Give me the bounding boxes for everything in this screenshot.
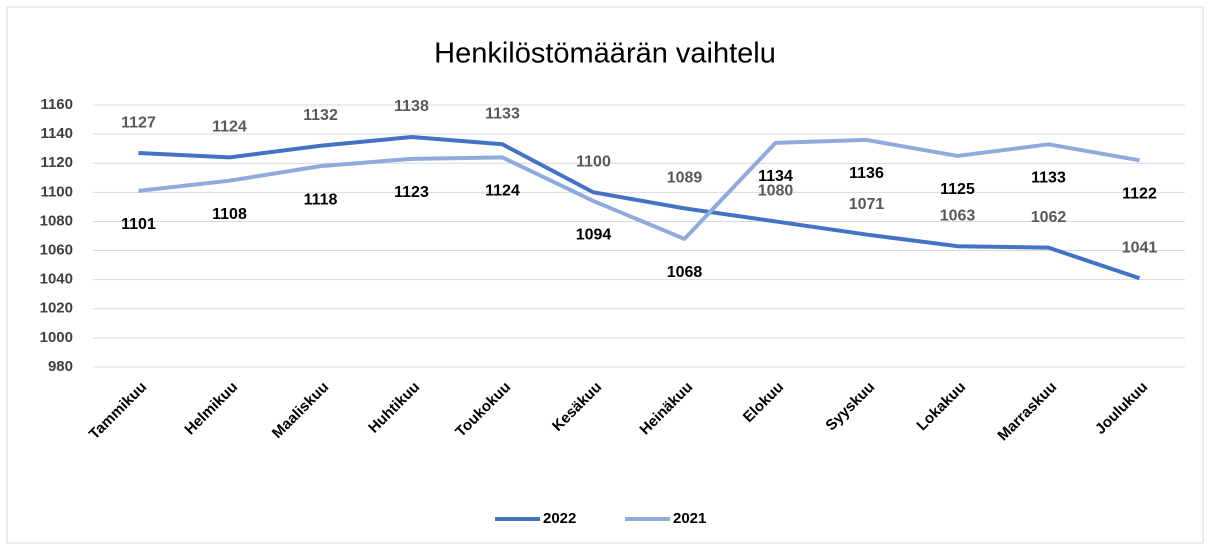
- data-label: 1125: [940, 181, 975, 198]
- data-label: 1124: [212, 119, 247, 136]
- y-tick-label: 1080: [40, 212, 73, 229]
- legend-label: 2022: [543, 510, 576, 527]
- data-label: 1133: [485, 106, 520, 123]
- chart-border: [6, 6, 1204, 544]
- data-label: 1089: [667, 170, 703, 187]
- data-label: 1118: [304, 191, 338, 208]
- data-label: 1080: [758, 183, 794, 200]
- data-label: 1071: [849, 196, 885, 213]
- data-label: 1127: [121, 114, 156, 131]
- y-tick-label: 980: [48, 358, 73, 375]
- data-label: 1041: [1122, 239, 1158, 256]
- data-label: 1101: [121, 216, 156, 233]
- line-series: [138, 137, 1140, 241]
- legend-label: 2021: [673, 510, 706, 527]
- data-label: 1138: [394, 98, 429, 115]
- y-tick-label: 1020: [40, 300, 73, 317]
- y-tick-label: 1060: [40, 242, 73, 259]
- data-label: 1108: [212, 206, 247, 223]
- y-tick-label: 1100: [40, 183, 73, 200]
- data-label: 1134: [758, 168, 793, 185]
- data-label: 1062: [1031, 209, 1067, 226]
- data-label: 1133: [1031, 170, 1066, 187]
- data-label: 1122: [1122, 186, 1157, 203]
- data-label: 1136: [849, 165, 884, 182]
- data-label: 1063: [940, 207, 976, 224]
- data-label: 1094: [576, 226, 612, 243]
- y-tick-label: 1140: [40, 125, 73, 142]
- y-tick-label: 1160: [40, 96, 73, 113]
- y-tick-label: 1040: [40, 271, 73, 288]
- data-label: 1068: [667, 264, 703, 281]
- chart-title: Henkilöstömäärän vaihtelu: [434, 38, 776, 70]
- data-label: 1132: [303, 107, 338, 124]
- data-label: 1100: [576, 154, 611, 171]
- data-label: 1124: [485, 183, 520, 200]
- y-tick-label: 1000: [40, 329, 73, 346]
- y-tick-label: 1120: [40, 154, 73, 171]
- line-series: [138, 135, 1141, 281]
- data-label: 1123: [394, 184, 429, 201]
